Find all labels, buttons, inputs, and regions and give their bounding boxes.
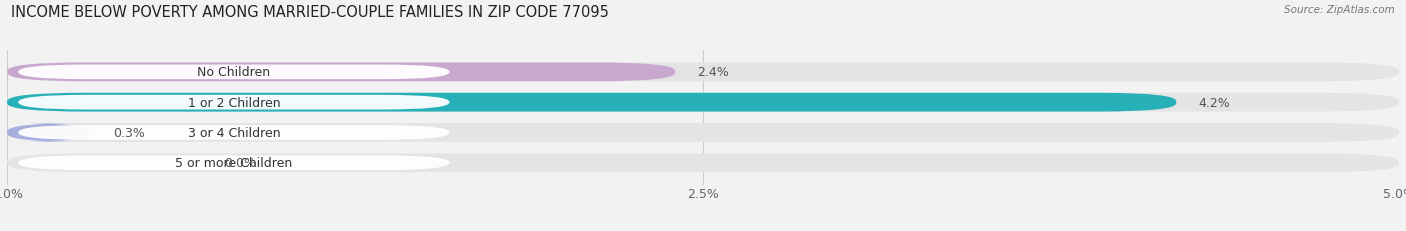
FancyBboxPatch shape (7, 63, 675, 82)
FancyBboxPatch shape (7, 124, 1399, 142)
Text: 0.3%: 0.3% (112, 126, 145, 139)
Text: 5 or more Children: 5 or more Children (176, 157, 292, 170)
FancyBboxPatch shape (7, 63, 1399, 82)
FancyBboxPatch shape (18, 65, 450, 80)
FancyBboxPatch shape (7, 93, 1399, 112)
Text: Source: ZipAtlas.com: Source: ZipAtlas.com (1284, 5, 1395, 15)
Text: 0.0%: 0.0% (224, 157, 256, 170)
FancyBboxPatch shape (18, 156, 450, 170)
FancyBboxPatch shape (18, 126, 450, 140)
Text: INCOME BELOW POVERTY AMONG MARRIED-COUPLE FAMILIES IN ZIP CODE 77095: INCOME BELOW POVERTY AMONG MARRIED-COUPL… (11, 5, 609, 20)
Text: 2.4%: 2.4% (697, 66, 730, 79)
FancyBboxPatch shape (18, 95, 450, 110)
Text: 3 or 4 Children: 3 or 4 Children (187, 126, 280, 139)
FancyBboxPatch shape (7, 124, 90, 142)
Text: 4.2%: 4.2% (1198, 96, 1230, 109)
Text: No Children: No Children (197, 66, 270, 79)
FancyBboxPatch shape (7, 93, 1177, 112)
Text: 1 or 2 Children: 1 or 2 Children (187, 96, 280, 109)
FancyBboxPatch shape (7, 154, 1399, 172)
